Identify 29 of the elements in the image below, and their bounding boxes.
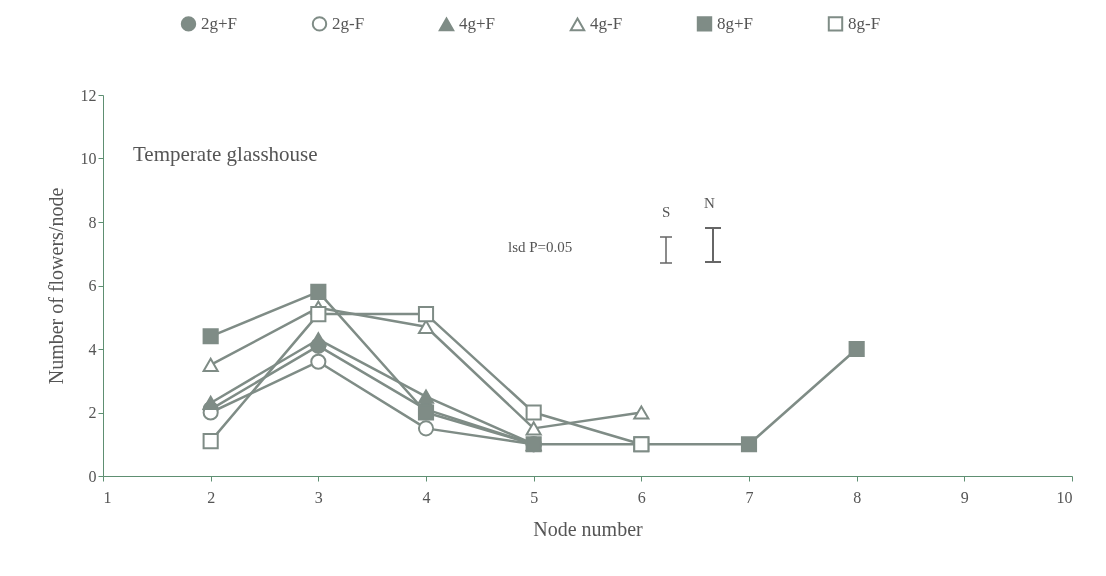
x-tick-label: 1 — [103, 488, 112, 506]
x-tick-label: 4 — [422, 488, 431, 506]
x-tick-label: 3 — [314, 488, 323, 506]
y-tick-label: 10 — [80, 150, 97, 167]
y-tick-label: 2 — [88, 404, 97, 421]
x-tick-label: 9 — [960, 488, 969, 506]
x-tick-label: 5 — [530, 488, 539, 506]
annotation: S — [662, 204, 671, 220]
annotation: N — [704, 195, 715, 211]
y-tick-label: 4 — [88, 340, 97, 358]
annotation: lsd P=0.05 — [508, 239, 573, 255]
legend-label: 2g-F — [332, 13, 365, 33]
legend-label: 4g+F — [459, 14, 496, 34]
annotation: Temperate glasshouse — [133, 142, 318, 166]
y-tick-label: 12 — [80, 86, 97, 104]
x-tick-label: 2 — [207, 488, 216, 506]
y-tick-label: 6 — [88, 277, 97, 294]
y-tick-label: 0 — [88, 467, 97, 485]
legend-label: 8g-F — [848, 13, 881, 33]
x-tick-label: 7 — [745, 488, 754, 506]
x-tick-label: 8 — [853, 488, 862, 506]
x-tick-label: 10 — [1056, 488, 1073, 506]
legend-label: 4g-F — [590, 14, 623, 34]
y-tick-label: 8 — [88, 213, 97, 231]
x-axis-title: Node number — [533, 517, 644, 540]
y-axis-title: Number of flowers/node — [44, 187, 67, 385]
legend-label: 8g+F — [717, 13, 754, 33]
legend-label: 2g+F — [201, 13, 238, 33]
x-tick-label: 6 — [637, 488, 646, 506]
